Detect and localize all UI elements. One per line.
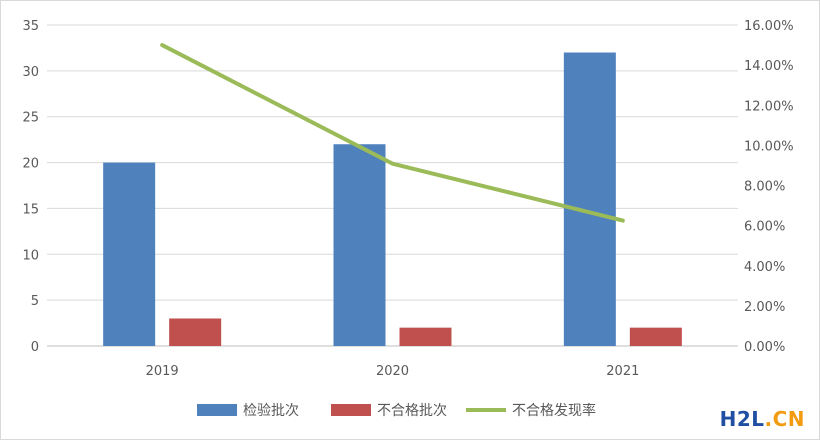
bars bbox=[103, 53, 682, 346]
x-tick-label: 2021 bbox=[606, 364, 639, 379]
bar-failed bbox=[630, 328, 682, 346]
legend-label: 检验批次 bbox=[243, 403, 299, 419]
rate-line-path bbox=[162, 45, 623, 221]
right-tick-label: 6.00% bbox=[744, 220, 785, 235]
x-axis: 2019 2020 2021 bbox=[146, 364, 640, 379]
left-tick-label: 0 bbox=[31, 340, 39, 355]
watermark-part1: H2L bbox=[720, 407, 765, 431]
right-tick-label: 2.00% bbox=[744, 300, 785, 315]
right-tick-label: 12.00% bbox=[744, 99, 794, 114]
right-tick-label: 10.00% bbox=[744, 139, 794, 154]
left-tick-label: 10 bbox=[22, 248, 39, 263]
left-axis-ticks: 0 5 10 15 20 25 30 35 bbox=[22, 19, 39, 355]
right-tick-label: 14.00% bbox=[744, 59, 794, 74]
bar-inspected bbox=[103, 163, 155, 346]
left-tick-label: 30 bbox=[22, 65, 39, 80]
legend: 检验批次 不合格批次 不合格发现率 bbox=[197, 402, 596, 419]
legend-label: 不合格发现率 bbox=[512, 402, 596, 419]
bar-inspected bbox=[564, 53, 616, 346]
right-axis-ticks: 0.00% 2.00% 4.00% 6.00% 8.00% 10.00% 12.00% 14.… bbox=[744, 19, 794, 355]
watermark-logo: H2L.CN bbox=[720, 407, 805, 431]
legend-swatch bbox=[331, 404, 371, 416]
right-tick-label: 16.00% bbox=[744, 19, 794, 34]
left-tick-label: 15 bbox=[22, 202, 39, 217]
left-tick-label: 20 bbox=[22, 157, 39, 172]
right-tick-label: 8.00% bbox=[744, 180, 785, 195]
right-tick-label: 4.00% bbox=[744, 260, 785, 275]
legend-label: 不合格批次 bbox=[377, 403, 447, 419]
bar-failed bbox=[169, 318, 221, 346]
legend-swatch bbox=[197, 404, 237, 416]
left-tick-label: 35 bbox=[22, 19, 39, 34]
left-tick-label: 25 bbox=[22, 111, 39, 126]
x-tick-label: 2019 bbox=[146, 364, 179, 379]
bar-failed bbox=[400, 328, 452, 346]
watermark-part2: .CN bbox=[764, 407, 805, 431]
bar-inspected bbox=[334, 144, 386, 346]
left-tick-label: 5 bbox=[31, 294, 39, 309]
x-tick-label: 2020 bbox=[376, 364, 409, 379]
right-tick-label: 0.00% bbox=[744, 340, 785, 355]
